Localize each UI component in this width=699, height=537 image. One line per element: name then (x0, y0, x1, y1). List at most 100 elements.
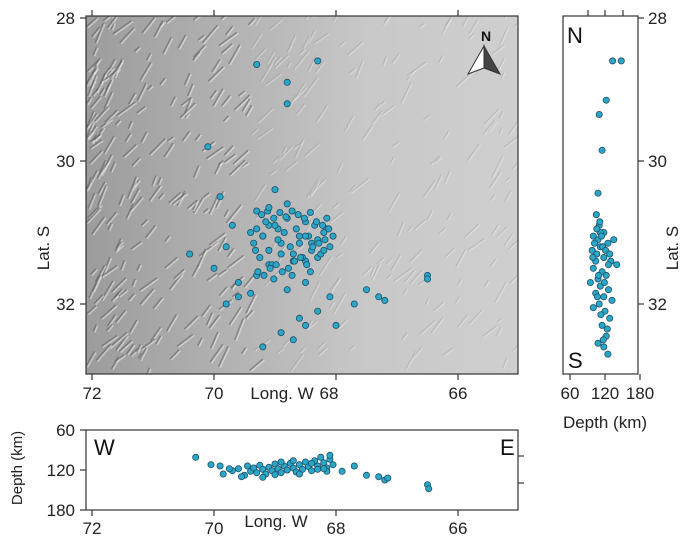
relief-highlight (88, 193, 97, 210)
event-marker (289, 457, 297, 465)
relief-ridge (332, 292, 346, 314)
relief-highlight (334, 293, 347, 315)
relief-highlight (340, 42, 347, 48)
relief-highlight (351, 178, 371, 194)
relief-highlight (146, 225, 158, 240)
relief-highlight (457, 71, 475, 88)
relief-highlight (289, 95, 297, 109)
relief-highlight (211, 90, 219, 100)
relief-highlight (129, 93, 138, 106)
relief-highlight (497, 327, 503, 338)
relief-highlight (306, 16, 310, 20)
relief-highlight (131, 197, 145, 213)
relief-highlight (310, 282, 321, 301)
dlon-x-tick-label: 70 (205, 519, 224, 537)
relief-highlight (383, 57, 388, 67)
relief-ridge (293, 50, 309, 69)
relief-ridge (438, 227, 446, 234)
relief-highlight (172, 192, 189, 207)
event-marker (326, 243, 334, 251)
relief-highlight (210, 233, 227, 247)
relief-highlight (100, 161, 111, 176)
relief-highlight (377, 258, 386, 266)
relief-highlight (446, 248, 456, 258)
relief-highlight (424, 115, 432, 122)
relief-highlight (87, 208, 102, 225)
event-marker (596, 218, 604, 226)
relief-highlight (311, 182, 321, 198)
relief-highlight (275, 55, 290, 69)
relief-ridge (441, 16, 452, 34)
relief-background (86, 16, 518, 374)
relief-highlight (129, 294, 137, 302)
relief-ridge (176, 190, 186, 207)
relief-highlight (347, 116, 355, 128)
relief-highlight (307, 179, 320, 199)
relief-highlight (345, 126, 351, 132)
relief-ridge (89, 268, 97, 276)
relief-ridge (231, 291, 240, 298)
relief-ridge (222, 115, 229, 122)
relief-ridge (284, 161, 296, 171)
relief-ridge (288, 34, 296, 48)
event-marker (280, 228, 288, 236)
event-marker (321, 236, 329, 244)
relief-ridge (103, 91, 113, 109)
relief-ridge (122, 143, 137, 158)
relief-ridge (328, 301, 334, 309)
relief-highlight (227, 205, 243, 225)
relief-ridge (217, 268, 228, 277)
event-marker (277, 458, 285, 466)
relief-highlight (152, 176, 159, 187)
event-marker (589, 304, 597, 312)
relief-highlight (424, 180, 437, 199)
event-marker (256, 253, 264, 261)
relief-ridge (169, 349, 180, 360)
relief-ridge (205, 146, 224, 160)
relief-ridge (197, 34, 205, 41)
relief-highlight (163, 37, 174, 55)
event-marker (602, 271, 610, 279)
relief-ridge (237, 90, 246, 97)
event-marker (326, 293, 334, 301)
relief-highlight (141, 132, 149, 144)
relief-highlight (268, 56, 277, 71)
relief-highlight (221, 16, 229, 21)
relief-highlight (222, 95, 233, 108)
relief-ridge (488, 170, 501, 189)
relief-ridge (390, 254, 401, 271)
relief-highlight (246, 105, 254, 118)
relief-ridge (382, 16, 390, 26)
relief-highlight (287, 62, 292, 69)
relief-highlight (112, 278, 128, 294)
relief-ridge (409, 269, 423, 284)
relief-highlight (350, 345, 357, 351)
relief-highlight (213, 89, 226, 108)
relief-ridge (201, 24, 219, 44)
relief-highlight (349, 68, 357, 75)
event-marker (272, 261, 280, 269)
relief-ridge (217, 236, 226, 252)
relief-highlight (178, 35, 188, 50)
relief-highlight (174, 269, 187, 281)
relief-ridge (93, 294, 104, 305)
relief-ridge (429, 155, 441, 165)
relief-highlight (116, 355, 126, 363)
relief-ridge (129, 196, 143, 212)
relief-highlight (132, 157, 142, 168)
relief-ridge (489, 194, 495, 201)
relief-highlight (492, 156, 505, 179)
relief-ridge (181, 130, 190, 142)
relief-highlight (257, 128, 274, 141)
relief-ridge (244, 309, 254, 319)
relief-highlight (100, 88, 106, 97)
relief-highlight (92, 27, 102, 39)
relief-ridge (171, 191, 188, 206)
relief-highlight (116, 335, 130, 352)
relief-highlight (137, 106, 147, 115)
relief-ridge (434, 173, 442, 190)
relief-ridge (95, 343, 111, 362)
relief-highlight (185, 316, 201, 331)
relief-ridge (205, 312, 213, 326)
relief-highlight (434, 302, 445, 313)
